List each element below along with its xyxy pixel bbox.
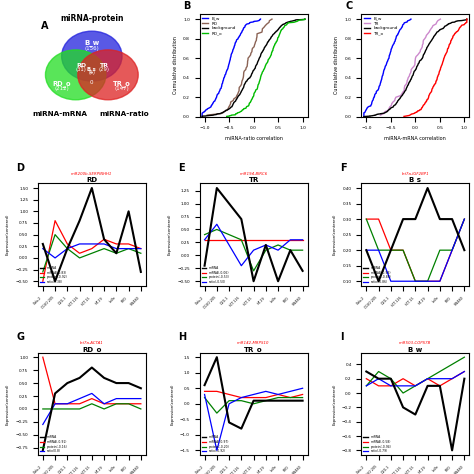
Title: TR_o: TR_o (244, 346, 263, 353)
Legend: miRNA, miRNA(-0.91), protein(-0.16), ratio(0.8): miRNA, miRNA(-0.91), protein(-0.16), rat… (39, 435, 68, 454)
Circle shape (62, 31, 122, 81)
Legend: miRNA, miRNA(-0.83), protein(-0.92), ratio(0.38): miRNA, miRNA(-0.83), protein(-0.92), rat… (39, 266, 68, 284)
Text: B: B (183, 1, 191, 11)
Text: miR142-MRPS10: miR142-MRPS10 (237, 341, 270, 346)
Text: A: A (41, 21, 49, 31)
Title: TR: TR (248, 177, 259, 183)
Text: RD_o: RD_o (53, 80, 71, 87)
Legend: B_w, TR, background, TR_o: B_w, TR, background, TR_o (364, 16, 398, 36)
Text: let7a-IGF2BP1: let7a-IGF2BP1 (401, 172, 429, 176)
X-axis label: miRNA-mRNA correlation: miRNA-mRNA correlation (384, 136, 446, 141)
Text: D: D (16, 163, 24, 173)
Y-axis label: Expression(centered): Expression(centered) (333, 214, 337, 255)
Title: RD: RD (86, 177, 97, 183)
Title: B_w: B_w (408, 346, 423, 353)
Text: miR194-BIRC6: miR194-BIRC6 (239, 172, 268, 176)
Text: 0: 0 (90, 81, 93, 85)
Text: C: C (345, 1, 353, 11)
Legend: B_w, RD, background, RD_o: B_w, RD, background, RD_o (202, 16, 237, 36)
Legend: miRNA, miRNA(-0.97), protein(-0.20), ratio(-0.92): miRNA, miRNA(-0.97), protein(-0.20), rat… (201, 435, 229, 454)
Y-axis label: Cumulative distribution: Cumulative distribution (173, 36, 178, 94)
Text: G: G (16, 332, 24, 342)
Y-axis label: Expression(centered): Expression(centered) (168, 214, 172, 255)
Text: TR: TR (99, 63, 108, 67)
Text: RD: RD (76, 63, 86, 67)
Y-axis label: Expression(centered): Expression(centered) (170, 383, 174, 425)
Text: H: H (178, 332, 186, 342)
Legend: miRNA, miRNA(-0.58), protein(-0.94), ratio(-0.79): miRNA, miRNA(-0.58), protein(-0.94), rat… (363, 435, 392, 454)
Text: B_s: B_s (87, 66, 97, 72)
Text: B_w: B_w (84, 39, 100, 46)
Text: (156): (156) (84, 46, 99, 51)
Title: B_s: B_s (409, 176, 422, 183)
Circle shape (78, 50, 138, 100)
Circle shape (46, 50, 106, 100)
Legend: miRNA, miRNA(-0.06), protein(-0.53), ratio(-0.50): miRNA, miRNA(-0.06), protein(-0.53), rat… (201, 266, 229, 284)
Legend: miRNA, miRNA(-0.99), protein(-0.88), ratio(-0.86): miRNA, miRNA(-0.99), protein(-0.88), rat… (363, 266, 391, 284)
Text: miR503-COPS7B: miR503-COPS7B (399, 341, 431, 346)
Text: miRNA-mRNA: miRNA-mRNA (32, 111, 87, 117)
Text: miRNA-ratio: miRNA-ratio (100, 111, 149, 117)
Text: miR200b-SERPINHH1: miR200b-SERPINHH1 (71, 172, 112, 176)
Text: (147): (147) (115, 86, 129, 91)
Text: TR_o: TR_o (113, 80, 131, 87)
Text: (5): (5) (88, 70, 95, 75)
Y-axis label: Cumulative distribution: Cumulative distribution (334, 36, 339, 94)
Text: miRNA-protein: miRNA-protein (60, 14, 124, 23)
Text: F: F (340, 163, 346, 173)
Title: RD_o: RD_o (82, 346, 101, 353)
Text: I: I (340, 332, 343, 342)
Y-axis label: Expression(centered): Expression(centered) (6, 383, 10, 425)
Y-axis label: Expression(centered): Expression(centered) (332, 383, 336, 425)
Text: (31): (31) (76, 66, 86, 72)
Y-axis label: Expression(centered): Expression(centered) (6, 214, 10, 255)
Text: let7a-ACTA1: let7a-ACTA1 (80, 341, 104, 346)
Text: E: E (178, 163, 185, 173)
Text: (29): (29) (98, 66, 109, 72)
Text: (212): (212) (54, 86, 69, 91)
X-axis label: miRNA-ratio correlation: miRNA-ratio correlation (225, 136, 283, 141)
